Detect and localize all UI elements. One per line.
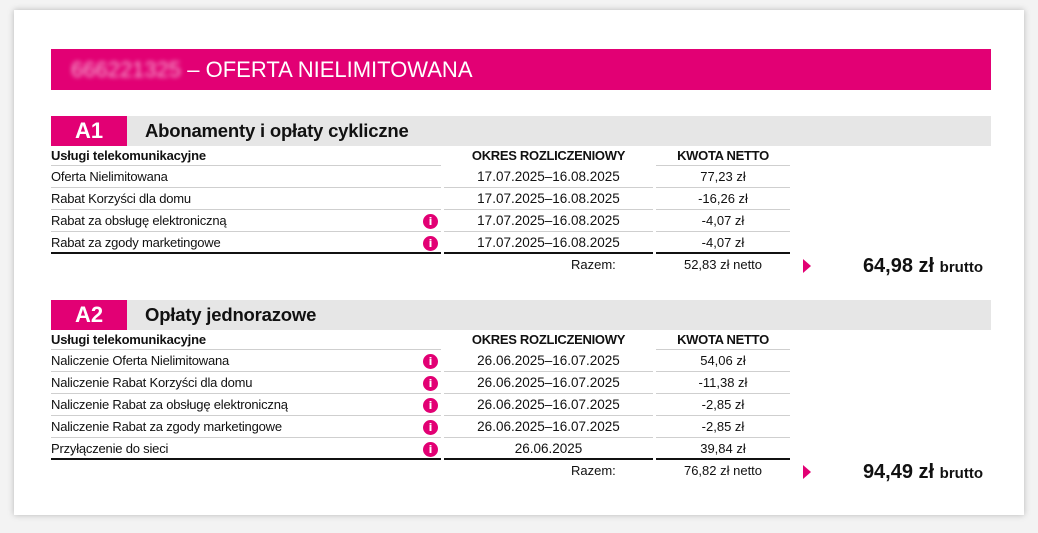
row-amount: -4,07 zł — [701, 235, 745, 250]
table-row: Rabat za obsługę elektroniczną i 17.07.2… — [51, 210, 991, 232]
total-label: Razem: — [571, 257, 616, 272]
section-a1: A1 Abonamenty i opłaty cykliczne Usługi … — [51, 116, 991, 282]
table-row: Naliczenie Oferta Nielimitowana i 26.06.… — [51, 350, 991, 372]
section-badge: A2 — [51, 300, 127, 330]
col-amount-header: KWOTA NETTO — [677, 332, 769, 347]
row-period: 26.06.2025–16.07.2025 — [477, 419, 620, 434]
col-service-header: Usługi telekomunikacyjne — [51, 148, 206, 163]
section-header: A1 Abonamenty i opłaty cykliczne — [51, 116, 991, 146]
table-row: Naliczenie Rabat Korzyści dla domu i 26.… — [51, 372, 991, 394]
row-period: 17.07.2025–16.08.2025 — [477, 169, 620, 184]
section-total: Razem: 52,83 zł netto 64,98 zł brutto — [51, 254, 991, 282]
info-icon[interactable]: i — [423, 354, 438, 369]
section-total: Razem: 76,82 zł netto 94,49 zł brutto — [51, 460, 991, 488]
section-title: Opłaty jednorazowe — [145, 304, 317, 325]
offer-title: – OFERTA NIELIMITOWANA — [187, 57, 473, 82]
col-period-header: OKRES ROZLICZENIOWY — [471, 148, 626, 163]
row-amount: -2,85 zł — [701, 397, 745, 412]
row-amount: 77,23 zł — [700, 169, 746, 184]
table-row: Rabat Korzyści dla domu 17.07.2025–16.08… — [51, 188, 991, 210]
phone-number-redacted: 666221325 — [71, 57, 182, 82]
row-service: Przyłączenie do sieci — [51, 441, 169, 456]
section-badge: A1 — [51, 116, 127, 146]
row-period: 17.07.2025–16.08.2025 — [477, 191, 620, 206]
info-icon[interactable]: i — [423, 398, 438, 413]
info-icon[interactable]: i — [423, 376, 438, 391]
info-icon[interactable]: i — [423, 214, 438, 229]
table-row: Rabat za zgody marketingowe i 17.07.2025… — [51, 232, 991, 254]
row-service: Naliczenie Rabat Korzyści dla domu — [51, 375, 253, 390]
section-a2: A2 Opłaty jednorazowe Usługi telekomunik… — [51, 300, 991, 488]
arrow-right-icon — [803, 259, 811, 273]
total-gross: 94,49 zł brutto — [862, 461, 983, 483]
table-header: Usługi telekomunikacyjne OKRES ROZLICZEN… — [51, 330, 991, 350]
row-period: 26.06.2025 — [514, 441, 583, 456]
row-service: Oferta Nielimitowana — [51, 169, 168, 184]
row-period: 17.07.2025–16.08.2025 — [477, 235, 620, 250]
total-net: 76,82 zł netto — [683, 463, 763, 478]
row-period: 17.07.2025–16.08.2025 — [477, 213, 620, 228]
row-amount: -16,26 zł — [698, 191, 748, 206]
col-service-header: Usługi telekomunikacyjne — [51, 332, 206, 347]
total-net: 52,83 zł netto — [683, 257, 763, 272]
arrow-right-icon — [803, 465, 811, 479]
table-row: Naliczenie Rabat za zgody marketingowe i… — [51, 416, 991, 438]
row-service: Naliczenie Rabat za obsługę elektroniczn… — [51, 397, 288, 412]
total-label: Razem: — [571, 463, 616, 478]
col-period-header: OKRES ROZLICZENIOWY — [471, 332, 626, 347]
row-service: Naliczenie Rabat za zgody marketingowe — [51, 419, 282, 434]
table-row: Oferta Nielimitowana 17.07.2025–16.08.20… — [51, 166, 991, 188]
row-amount: -2,85 zł — [701, 419, 745, 434]
section-header: A2 Opłaty jednorazowe — [51, 300, 991, 330]
row-period: 26.06.2025–16.07.2025 — [477, 353, 620, 368]
info-icon[interactable]: i — [423, 442, 438, 457]
table-row: Naliczenie Rabat za obsługę elektroniczn… — [51, 394, 991, 416]
total-gross: 64,98 zł brutto — [862, 255, 983, 277]
row-amount: 39,84 zł — [700, 441, 746, 456]
row-amount: 54,06 zł — [700, 353, 746, 368]
section-title: Abonamenty i opłaty cykliczne — [145, 120, 409, 141]
row-service: Rabat za zgody marketingowe — [51, 235, 221, 250]
row-service: Rabat Korzyści dla domu — [51, 191, 191, 206]
row-period: 26.06.2025–16.07.2025 — [477, 375, 620, 390]
info-icon[interactable]: i — [423, 236, 438, 251]
row-amount: -4,07 zł — [701, 213, 745, 228]
table-row: Przyłączenie do sieci i 26.06.2025 39,84… — [51, 438, 991, 460]
row-service: Rabat za obsługę elektroniczną — [51, 213, 227, 228]
table-header: Usługi telekomunikacyjne OKRES ROZLICZEN… — [51, 146, 991, 166]
col-amount-header: KWOTA NETTO — [677, 148, 769, 163]
invoice-page: 666221325 – OFERTA NIELIMITOWANA A1 Abon… — [14, 10, 1024, 515]
row-period: 26.06.2025–16.07.2025 — [477, 397, 620, 412]
info-icon[interactable]: i — [423, 420, 438, 435]
row-service: Naliczenie Oferta Nielimitowana — [51, 353, 230, 368]
row-amount: -11,38 zł — [698, 375, 748, 390]
offer-banner: 666221325 – OFERTA NIELIMITOWANA — [51, 49, 991, 90]
